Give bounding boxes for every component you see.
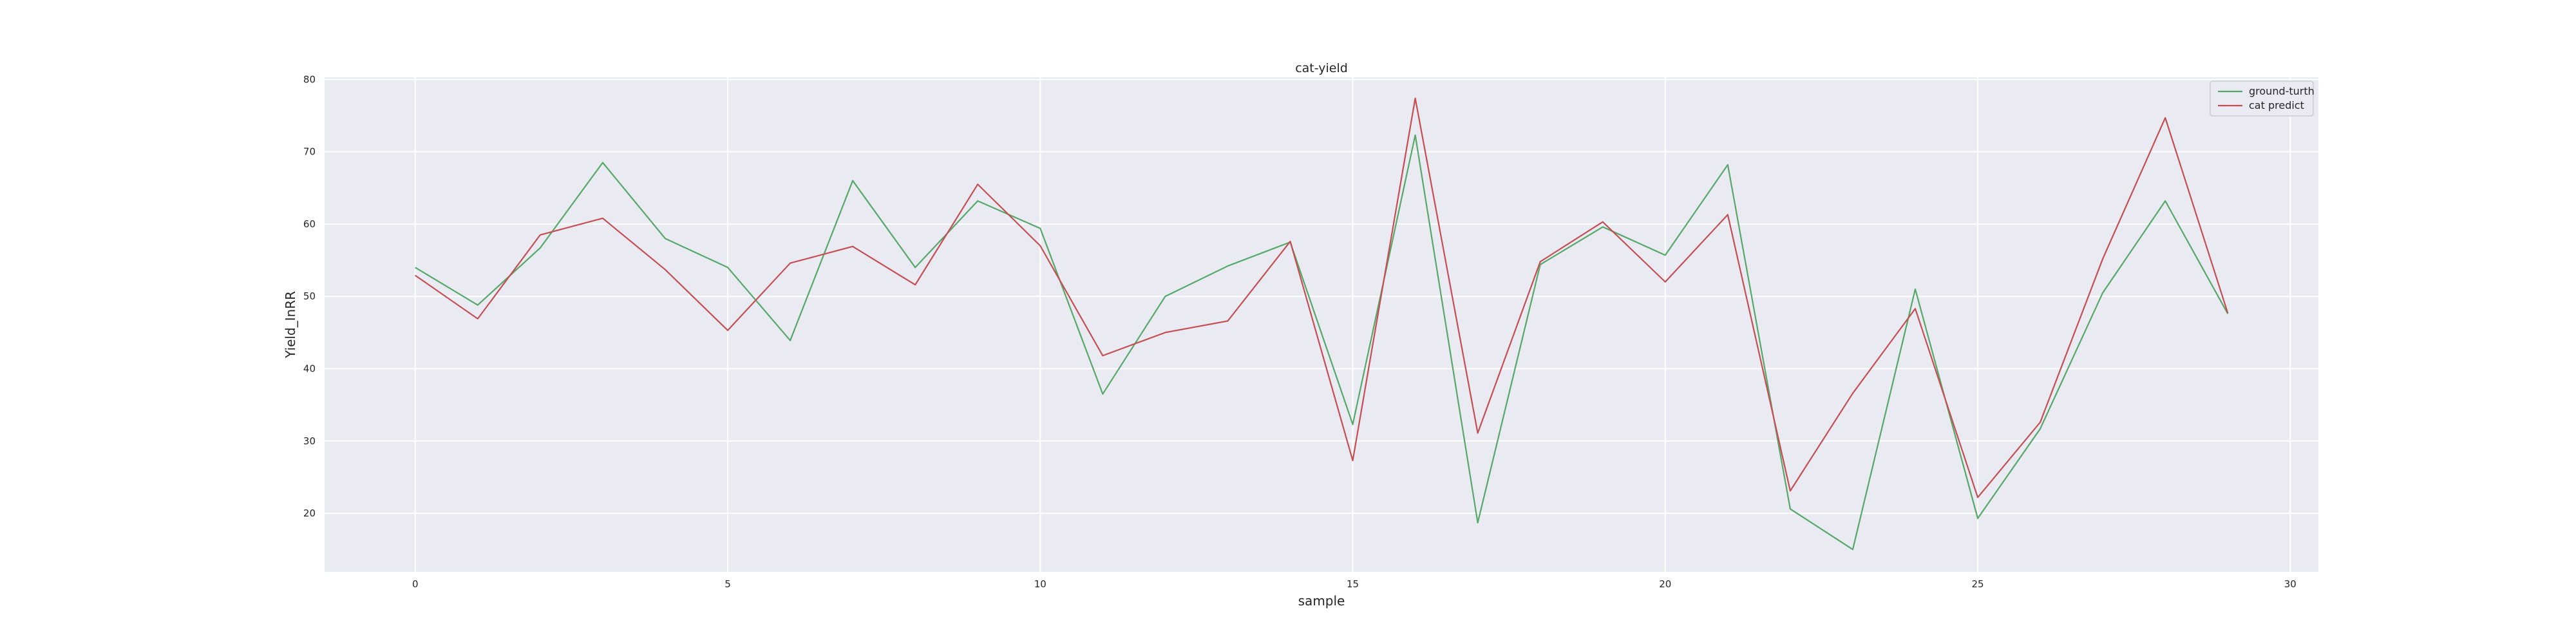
x-tick-label: 25 <box>1972 578 1984 590</box>
x-axis-ticks: 0 5 10 15 20 25 30 <box>412 578 2297 590</box>
chart-title: cat-yield <box>1295 61 1348 75</box>
legend: ground-turth cat predict <box>2210 80 2315 117</box>
x-axis-title: sample <box>1298 593 1345 609</box>
x-tick-label: 30 <box>2284 578 2297 590</box>
y-tick-label: 50 <box>303 290 316 302</box>
x-tick-label: 15 <box>1347 578 1359 590</box>
y-tick-label: 40 <box>303 363 316 374</box>
grid-lines <box>325 77 2318 572</box>
y-axis-title: Yield_InRR <box>283 291 298 359</box>
x-tick-label: 5 <box>724 578 731 590</box>
plot-area <box>325 77 2318 572</box>
y-axis-ticks: 20 30 40 50 60 70 80 <box>303 73 316 519</box>
series-line-ground-turth <box>415 134 2229 551</box>
x-tick-label: 0 <box>412 578 419 590</box>
x-tick-label: 10 <box>1034 578 1046 590</box>
legend-label-cat-predict: cat predict <box>2249 99 2304 111</box>
x-tick-label: 20 <box>1659 578 1671 590</box>
legend-label-ground-turth: ground-turth <box>2249 85 2315 97</box>
y-tick-label: 60 <box>303 218 316 230</box>
y-tick-label: 30 <box>303 435 316 447</box>
y-tick-label: 20 <box>303 507 316 519</box>
legend-box <box>2210 80 2314 117</box>
series-layer <box>415 97 2229 551</box>
y-tick-label: 80 <box>303 73 316 85</box>
series-line-cat-predict <box>415 97 2229 498</box>
y-tick-label: 70 <box>303 146 316 158</box>
